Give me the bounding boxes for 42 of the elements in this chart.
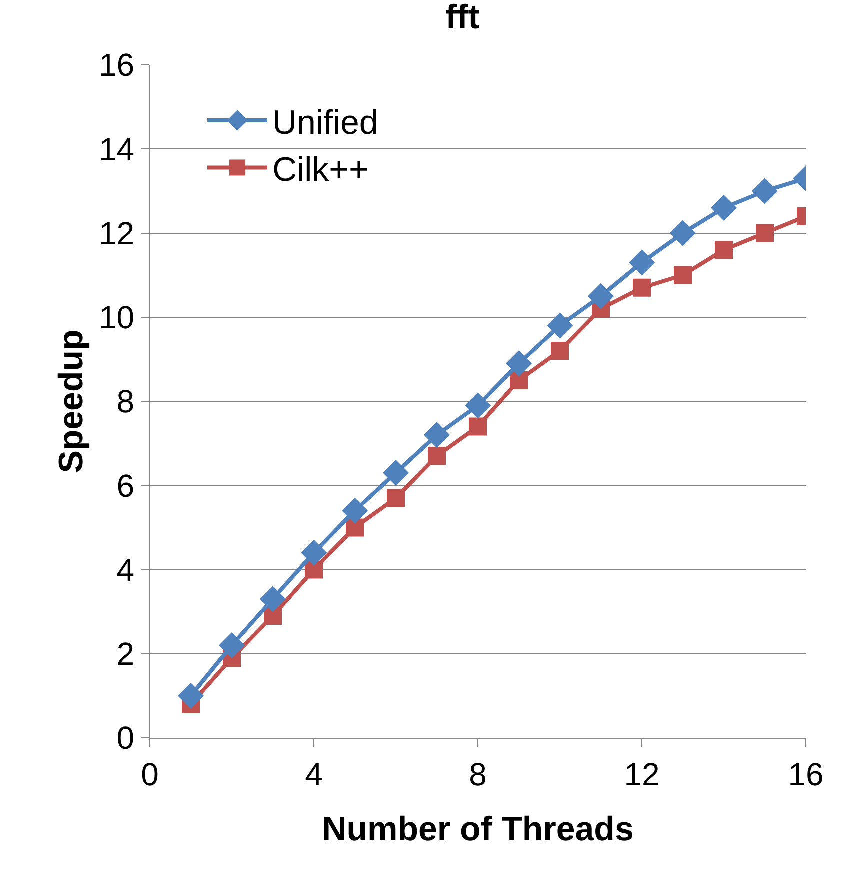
y-tick-label: 6 xyxy=(116,468,135,504)
y-tick-label: 2 xyxy=(116,636,135,672)
y-tick-label: 0 xyxy=(116,720,135,756)
point xyxy=(342,498,368,524)
x-tick-label: 8 xyxy=(469,756,487,792)
point xyxy=(301,540,327,566)
point xyxy=(219,632,245,658)
point xyxy=(752,178,778,204)
point xyxy=(629,250,655,276)
x-tick-label: 4 xyxy=(305,756,323,792)
point xyxy=(387,489,405,508)
x-tick-label: 12 xyxy=(624,756,660,792)
point xyxy=(260,586,286,612)
x-axis-title: Number of Threads xyxy=(322,810,634,849)
point xyxy=(547,312,573,339)
y-tick-label: 14 xyxy=(99,131,135,168)
y-tick-label: 12 xyxy=(99,215,135,252)
point xyxy=(715,241,733,260)
point xyxy=(588,283,614,310)
point xyxy=(465,392,491,419)
point xyxy=(711,195,737,222)
point xyxy=(178,682,204,709)
chart-title: fft xyxy=(446,0,480,36)
point xyxy=(633,278,651,297)
point xyxy=(674,266,692,284)
y-tick-label: 10 xyxy=(99,300,135,336)
point xyxy=(469,418,487,436)
point xyxy=(756,224,774,242)
point xyxy=(424,422,450,448)
point xyxy=(551,342,569,360)
point xyxy=(428,447,446,466)
legend-label: Unified xyxy=(272,104,378,142)
y-axis-title: Speedup xyxy=(52,330,91,474)
y-tick-label: 8 xyxy=(116,384,135,420)
y-tick-label: 4 xyxy=(116,552,135,588)
point xyxy=(383,460,409,486)
legend-label: Cilk++ xyxy=(272,150,369,189)
x-tick-label: 16 xyxy=(788,756,824,792)
point xyxy=(670,220,696,246)
y-tick-label: 16 xyxy=(99,47,135,84)
point xyxy=(506,350,532,377)
x-tick-label: 0 xyxy=(141,756,159,792)
